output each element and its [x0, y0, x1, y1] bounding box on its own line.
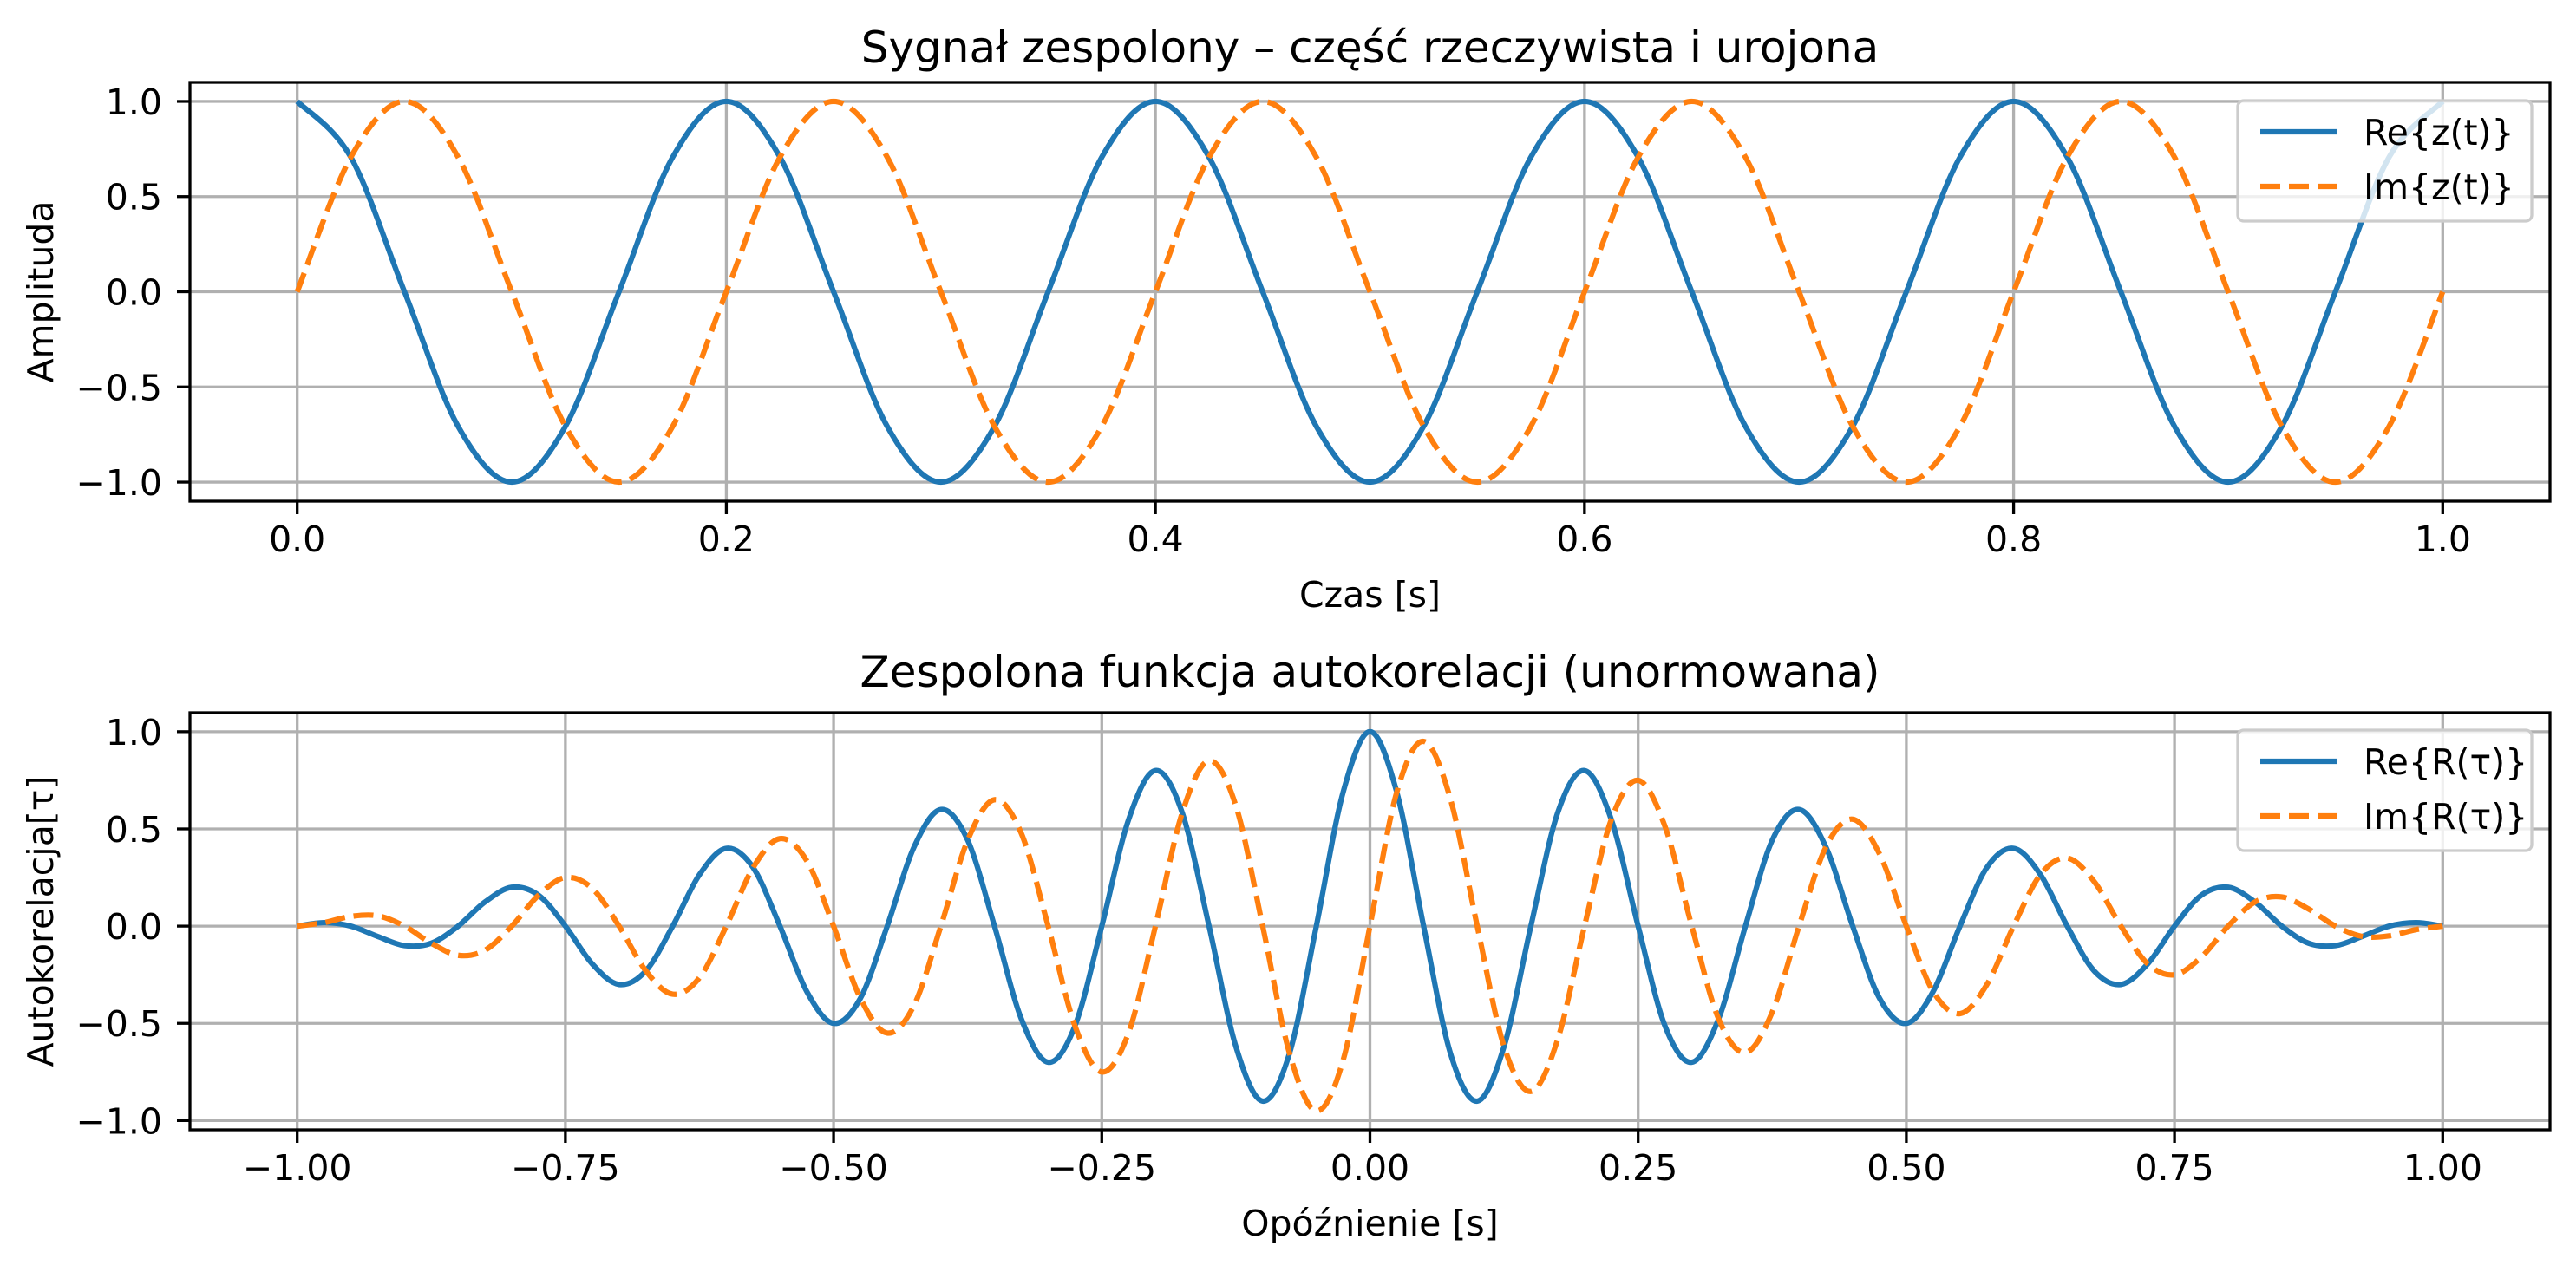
x-tick-label: 0.8: [1985, 519, 2042, 560]
legend-label: Im{z(t)}: [2364, 166, 2514, 208]
legend: Re{R(τ)} Im{R(τ)}: [2236, 728, 2534, 852]
chart-title: Sygnał zespolony – część rzeczywista i u…: [861, 23, 1880, 73]
y-axis-label: Autokorelacja[τ]: [20, 776, 62, 1067]
series-line-real: [295, 98, 2445, 486]
y-tick-label: −1.0: [75, 462, 162, 504]
y-tick-label: −0.5: [75, 1003, 162, 1045]
x-axis-label: Czas [s]: [1299, 574, 1441, 616]
y-tick-label: 0.0: [106, 272, 162, 314]
x-tick-label: 0.4: [1128, 519, 1184, 560]
x-tick-label: 1.00: [2403, 1147, 2482, 1189]
x-tick-label: −1.00: [243, 1147, 352, 1189]
y-tick-label: 0.5: [106, 177, 162, 219]
y-tick-label: −0.5: [75, 367, 162, 408]
y-axis-label: Amplituda: [20, 200, 62, 382]
chart-title: Zespolona funkcja autokorelacji (unormow…: [860, 647, 1880, 697]
y-tick-label: −1.0: [75, 1100, 162, 1142]
x-tick-label: −0.75: [511, 1147, 620, 1189]
y-tick-label: 1.0: [106, 82, 162, 123]
series-line-real: [297, 728, 2443, 1105]
y-tick-label: 0.5: [106, 809, 162, 851]
x-axis-label: Opóźnienie [s]: [1241, 1203, 1499, 1244]
x-tick-label: 0.2: [698, 519, 755, 560]
x-tick-label: 0.6: [1556, 519, 1612, 560]
x-tick-label: 0.75: [2135, 1147, 2213, 1189]
x-tick-label: 0.0: [269, 519, 325, 560]
signal-plot: Sygnał zespolony – część rzeczywista i u…: [20, 23, 2552, 616]
series-line-imag: [297, 738, 2443, 1114]
x-tick-label: 1.0: [2415, 519, 2471, 560]
x-tick-label: −0.50: [779, 1147, 888, 1189]
axes-frame: [188, 81, 2552, 503]
x-tick-label: −0.25: [1047, 1147, 1156, 1189]
legend-label: Re{z(t)}: [2364, 112, 2514, 153]
legend: Re{z(t)} Im{z(t)}: [2236, 99, 2534, 223]
x-tick-label: 0.25: [1599, 1147, 1677, 1189]
x-tick-label: 0.00: [1330, 1147, 1409, 1189]
legend-label: Re{R(τ)}: [2364, 741, 2527, 783]
axes-frame: [188, 711, 2552, 1132]
series-line-imag: [294, 98, 2446, 486]
x-tick-label: 0.50: [1867, 1147, 1945, 1189]
autocorrelation-plot: Zespolona funkcja autokorelacji (unormow…: [20, 647, 2552, 1244]
y-tick-label: 0.0: [106, 906, 162, 948]
legend-label: Im{R(τ)}: [2364, 796, 2527, 838]
y-tick-label: 1.0: [106, 712, 162, 753]
